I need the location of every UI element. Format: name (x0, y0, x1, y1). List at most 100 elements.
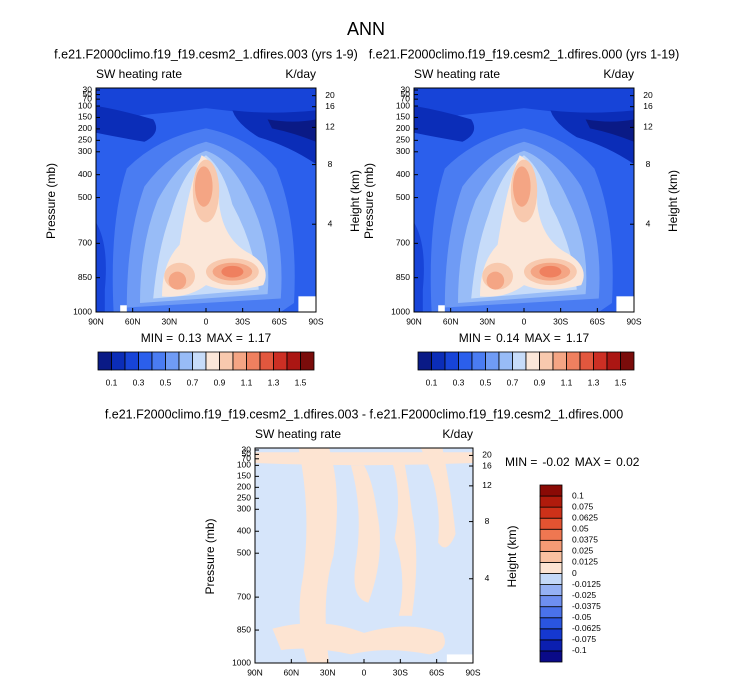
min-max-max: 1.17 (248, 331, 272, 345)
colorbar-label: 0.05 (572, 524, 589, 534)
y-tick-label: 700 (78, 238, 92, 248)
y2-tick-label: 20 (482, 450, 492, 460)
left-label: SW heating rate (255, 427, 341, 441)
y-tick-label: 150 (237, 471, 251, 481)
y-tick-label: 500 (78, 192, 92, 202)
colorbar-label: 1.1 (561, 377, 573, 387)
y-tick-label: 70 (242, 453, 252, 463)
colorbar-label: 1.3 (588, 377, 600, 387)
colorbar-label: 0.3 (133, 377, 145, 387)
y2-axis-label: Height (km) (348, 170, 362, 232)
x-tick-label: 60N (284, 667, 300, 677)
y-tick-label: 100 (396, 100, 410, 110)
panel-title: f.e21.F2000climo.f19_f19.cesm2_1.dfires.… (369, 47, 680, 61)
colorbar-box (620, 351, 635, 371)
panel-title: f.e21.F2000climo.f19_f19.cesm2_1.dfires.… (105, 407, 623, 421)
min-max: MIN = 0.13 MAX = 1.17 (141, 331, 272, 345)
colorbar-box (498, 351, 513, 371)
y-tick-label: 850 (396, 272, 410, 282)
colorbar-box (539, 517, 563, 530)
min-max-max-label: MAX = (524, 331, 560, 345)
min-max-max-label: MAX = (206, 331, 242, 345)
y-tick-label: 1000 (232, 657, 251, 667)
colorbar-box (138, 351, 153, 371)
colorbar-box (205, 351, 220, 371)
colorbar-box (579, 351, 594, 371)
x-tick-label: 90S (465, 667, 480, 677)
colorbar-label: 0.9 (534, 377, 546, 387)
colorbar-box (566, 351, 581, 371)
colorbar-box (165, 351, 180, 371)
colorbar-box (300, 351, 315, 371)
colorbar-label: 0.3 (453, 377, 465, 387)
min-max-min-label: MIN = (141, 331, 173, 345)
colorbar-box (192, 351, 207, 371)
colorbar-box (539, 484, 563, 497)
y-tick-label: 700 (396, 238, 410, 248)
colorbar-box (593, 351, 608, 371)
colorbar-label: -0.025 (572, 590, 596, 600)
y-tick-label: 200 (78, 123, 92, 133)
colorbar-box (219, 351, 234, 371)
x-tick-label: 60S (272, 316, 287, 326)
colorbar-box (512, 351, 527, 371)
colorbar-box (539, 650, 563, 663)
x-tick-label: 60S (429, 667, 444, 677)
x-tick-label: 30S (553, 316, 568, 326)
x-tick-label: 90N (247, 667, 263, 677)
y2-tick-label: 4 (328, 218, 333, 228)
y-tick-label: 400 (396, 169, 410, 179)
colorbar-label: 0.7 (187, 377, 199, 387)
x-tick-label: 90S (626, 316, 641, 326)
y-tick-label: 850 (78, 272, 92, 282)
y-tick-label: 100 (78, 100, 92, 110)
y2-tick-label: 16 (325, 101, 335, 111)
y-tick-label: 850 (237, 624, 251, 634)
y-tick-label: 150 (396, 112, 410, 122)
page-title: ANN (347, 19, 385, 39)
left-label: SW heating rate (96, 67, 182, 81)
contour-field (255, 448, 473, 663)
y-tick-label: 30 (401, 84, 411, 94)
colorbar-box (444, 351, 459, 371)
y2-tick-label: 8 (485, 516, 490, 526)
colorbar-box (539, 351, 554, 371)
x-tick-label: 30N (320, 667, 336, 677)
colorbar-box (539, 528, 563, 541)
colorbar-box (539, 639, 563, 652)
y-tick-label: 70 (83, 93, 93, 103)
colorbar-label: -0.1 (572, 645, 587, 655)
right-label: K/day (285, 67, 316, 81)
colorbar-box (539, 506, 563, 519)
contour-field (414, 88, 634, 312)
x-tick-label: 30N (480, 316, 496, 326)
y2-tick-label: 20 (643, 90, 653, 100)
colorbar-box (417, 351, 432, 371)
y2-tick-label: 16 (643, 101, 653, 111)
y-tick-label: 50 (83, 89, 93, 99)
y-tick-label: 30 (242, 444, 252, 454)
colorbar-label: -0.0375 (572, 601, 601, 611)
y-tick-label: 300 (237, 504, 251, 514)
colorbar-label: 1.5 (295, 377, 307, 387)
y2-axis-label: Height (km) (666, 170, 680, 232)
y-tick-label: 150 (78, 112, 92, 122)
min-max-min-label: MIN = (459, 331, 491, 345)
y2-tick-label: 4 (646, 218, 651, 228)
y2-tick-label: 8 (328, 159, 333, 169)
colorbar-label: 0.5 (480, 377, 492, 387)
colorbar-label: 0.5 (160, 377, 172, 387)
y2-tick-label: 12 (325, 122, 335, 132)
y-tick-label: 50 (401, 89, 411, 99)
colorbar-box (471, 351, 486, 371)
x-tick-label: 60N (443, 316, 459, 326)
left-label: SW heating rate (414, 67, 500, 81)
colorbar-label: -0.05 (572, 612, 592, 622)
colorbar-box (178, 351, 193, 371)
y-axis-label: Pressure (mb) (203, 518, 217, 594)
colorbar-box (232, 351, 247, 371)
y-tick-label: 30 (83, 84, 93, 94)
colorbar-box (539, 562, 563, 574)
colorbar-label: 0.9 (214, 377, 226, 387)
